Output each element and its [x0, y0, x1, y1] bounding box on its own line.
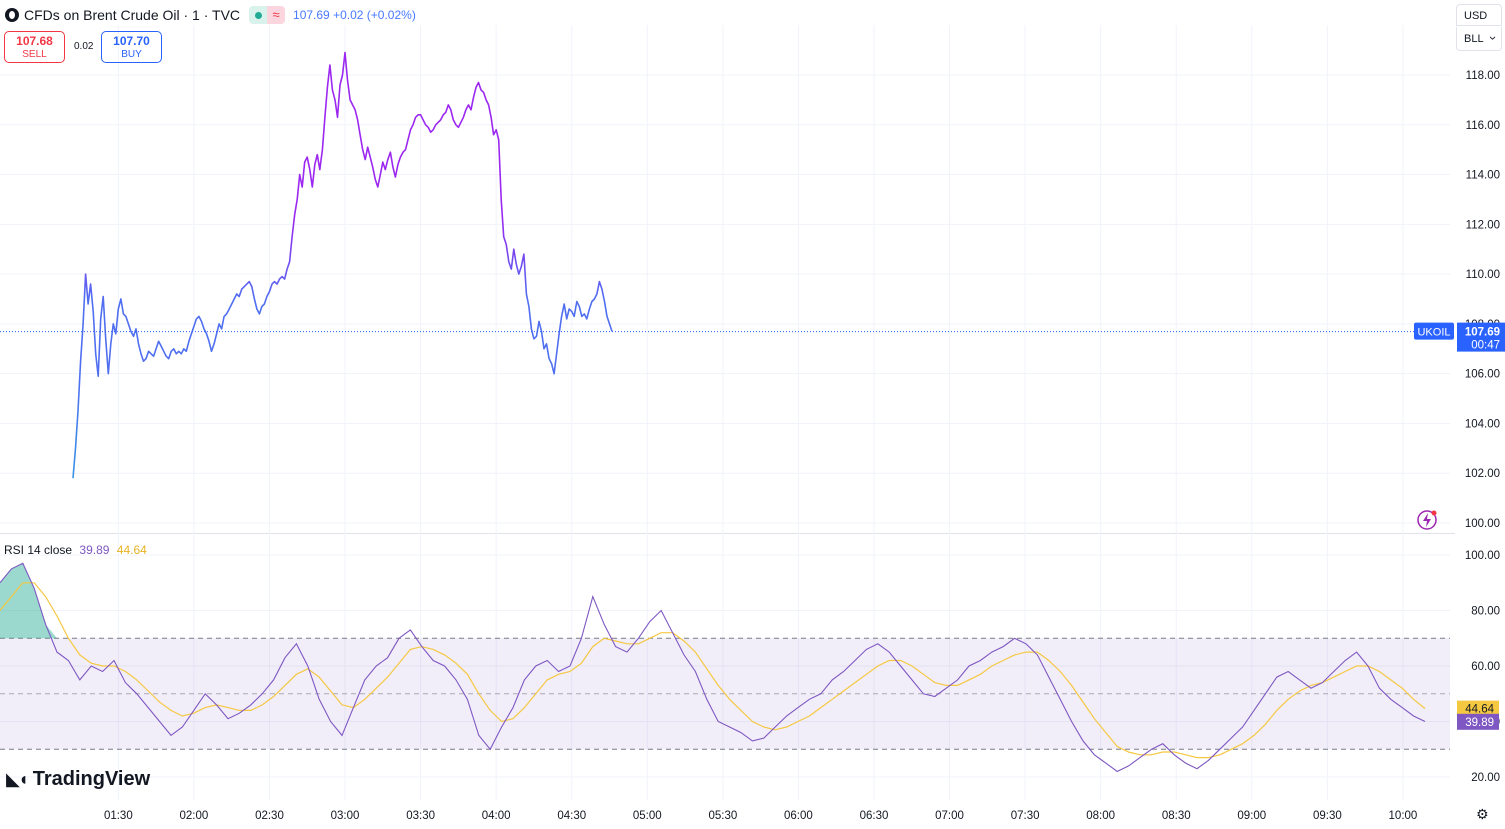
- price-tick-label: 104.00: [1465, 418, 1500, 430]
- rsi-name: RSI: [4, 543, 25, 557]
- currency-selector[interactable]: USD: [1456, 4, 1502, 26]
- header-change: +0.02: [333, 8, 364, 22]
- header-last-price: 107.69: [293, 8, 330, 22]
- countdown-value: 00:47: [1471, 340, 1500, 352]
- buy-price: 107.70: [113, 34, 150, 48]
- flash-bolt-icon: [1423, 513, 1431, 527]
- rsi-tick-label: 20.00: [1471, 772, 1500, 784]
- buy-label: BUY: [121, 49, 142, 60]
- rsi-value: 39.89: [79, 543, 110, 557]
- tradingview-mark-icon: ◣◖: [6, 769, 29, 789]
- rsi-legend[interactable]: RSI 14 close 39.89 44.64: [4, 543, 147, 557]
- pane-separator: [0, 533, 1455, 534]
- rsi-overbought-fill: [0, 563, 57, 639]
- time-tick-label: 03:30: [406, 810, 435, 822]
- time-tick-label: 09:00: [1237, 810, 1266, 822]
- time-tick-label: 01:30: [104, 810, 133, 822]
- time-axis[interactable]: 01:30 02:00 02:30 03:00 03:30 04:00 04:30 05:00…: [104, 810, 1417, 822]
- alert-dot-icon: [1431, 510, 1437, 516]
- price-tick-label: 110.00: [1466, 269, 1500, 281]
- sell-button[interactable]: 107.68 SELL: [4, 31, 65, 63]
- rsi-series: [0, 562, 1426, 773]
- time-tick-label: 04:30: [557, 810, 586, 822]
- rsi-value-badge-value: 39.89: [1465, 717, 1494, 729]
- symbol-tag-label: UKOIL: [1417, 327, 1450, 339]
- unit-selector[interactable]: BLL: [1456, 27, 1502, 51]
- rsi-tick-label: 60.00: [1471, 661, 1500, 673]
- time-tick-label: 10:00: [1389, 810, 1418, 822]
- buy-button[interactable]: 107.70 BUY: [101, 31, 162, 63]
- rsi-ma-badge-value: 44.64: [1465, 704, 1494, 716]
- rsi-ma-value: 44.64: [116, 543, 147, 557]
- grid: [0, 25, 1450, 800]
- time-tick-label: 09:30: [1313, 810, 1342, 822]
- time-tick-label: 05:30: [708, 810, 737, 822]
- time-tick-label: 07:30: [1011, 810, 1040, 822]
- rsi-ma-line: [0, 582, 1426, 759]
- time-tick-label: 08:30: [1162, 810, 1191, 822]
- price-tick-label: 100.00: [1465, 518, 1500, 530]
- market-open-icon[interactable]: [249, 6, 268, 24]
- rsi-ma-badge: [1457, 700, 1499, 717]
- tradingview-logo[interactable]: ◣◖ TradingView: [6, 768, 150, 791]
- spread-value: 0.02: [74, 41, 94, 52]
- last-price-badge: [1457, 322, 1505, 352]
- price-series: UKOIL: [0, 51, 1455, 530]
- price-axis[interactable]: 100.00102.00104.00106.00108.00110.00112.…: [1457, 70, 1505, 530]
- time-tick-label: 02:00: [180, 810, 209, 822]
- time-tick-label: 05:00: [633, 810, 662, 822]
- time-tick-label: 06:30: [860, 810, 889, 822]
- price-tick-label: 114.00: [1466, 170, 1500, 182]
- time-tick-label: 06:00: [784, 810, 813, 822]
- rsi-value-badge: [1457, 713, 1499, 730]
- symbol-tag: [1414, 322, 1454, 340]
- time-tick-label: 08:00: [1086, 810, 1115, 822]
- sell-price: 107.68: [16, 34, 53, 48]
- alert-flash-icon[interactable]: [1417, 510, 1437, 530]
- time-tick-label: 03:00: [331, 810, 360, 822]
- symbol-logo-icon: [5, 8, 19, 22]
- price-tick-label: 118.00: [1466, 70, 1500, 82]
- data-status-icon[interactable]: ≈: [267, 6, 286, 24]
- price-tick-label: 112.00: [1466, 219, 1500, 231]
- price-tick-label: 102.00: [1465, 468, 1500, 480]
- header-change-pct: (+0.02%): [366, 8, 416, 22]
- symbol-title[interactable]: CFDs on Brent Crude Oil · 1 · TVC: [24, 7, 241, 23]
- time-tick-label: 04:00: [482, 810, 511, 822]
- price-tick-label: 116.00: [1466, 120, 1500, 132]
- rsi-line: [0, 562, 1426, 773]
- price-tick-label: 106.00: [1465, 369, 1500, 381]
- header-price: 107.69 +0.02 (+0.02%): [293, 8, 416, 22]
- sell-label: SELL: [22, 49, 47, 60]
- chart-header: CFDs on Brent Crude Oil · 1 · TVC ≈ 107.…: [5, 4, 416, 26]
- rsi-tick-label: 80.00: [1471, 606, 1500, 618]
- rsi-params: 14 close: [27, 543, 73, 557]
- time-tick-label: 07:00: [935, 810, 964, 822]
- settings-icon[interactable]: ⚙: [1476, 806, 1489, 822]
- last-price-value: 107.69: [1465, 327, 1500, 339]
- time-tick-label: 02:30: [255, 810, 284, 822]
- rsi-tick-label: 100.00: [1465, 550, 1500, 562]
- price-line: [72, 51, 613, 479]
- brand-name: TradingView: [32, 768, 151, 790]
